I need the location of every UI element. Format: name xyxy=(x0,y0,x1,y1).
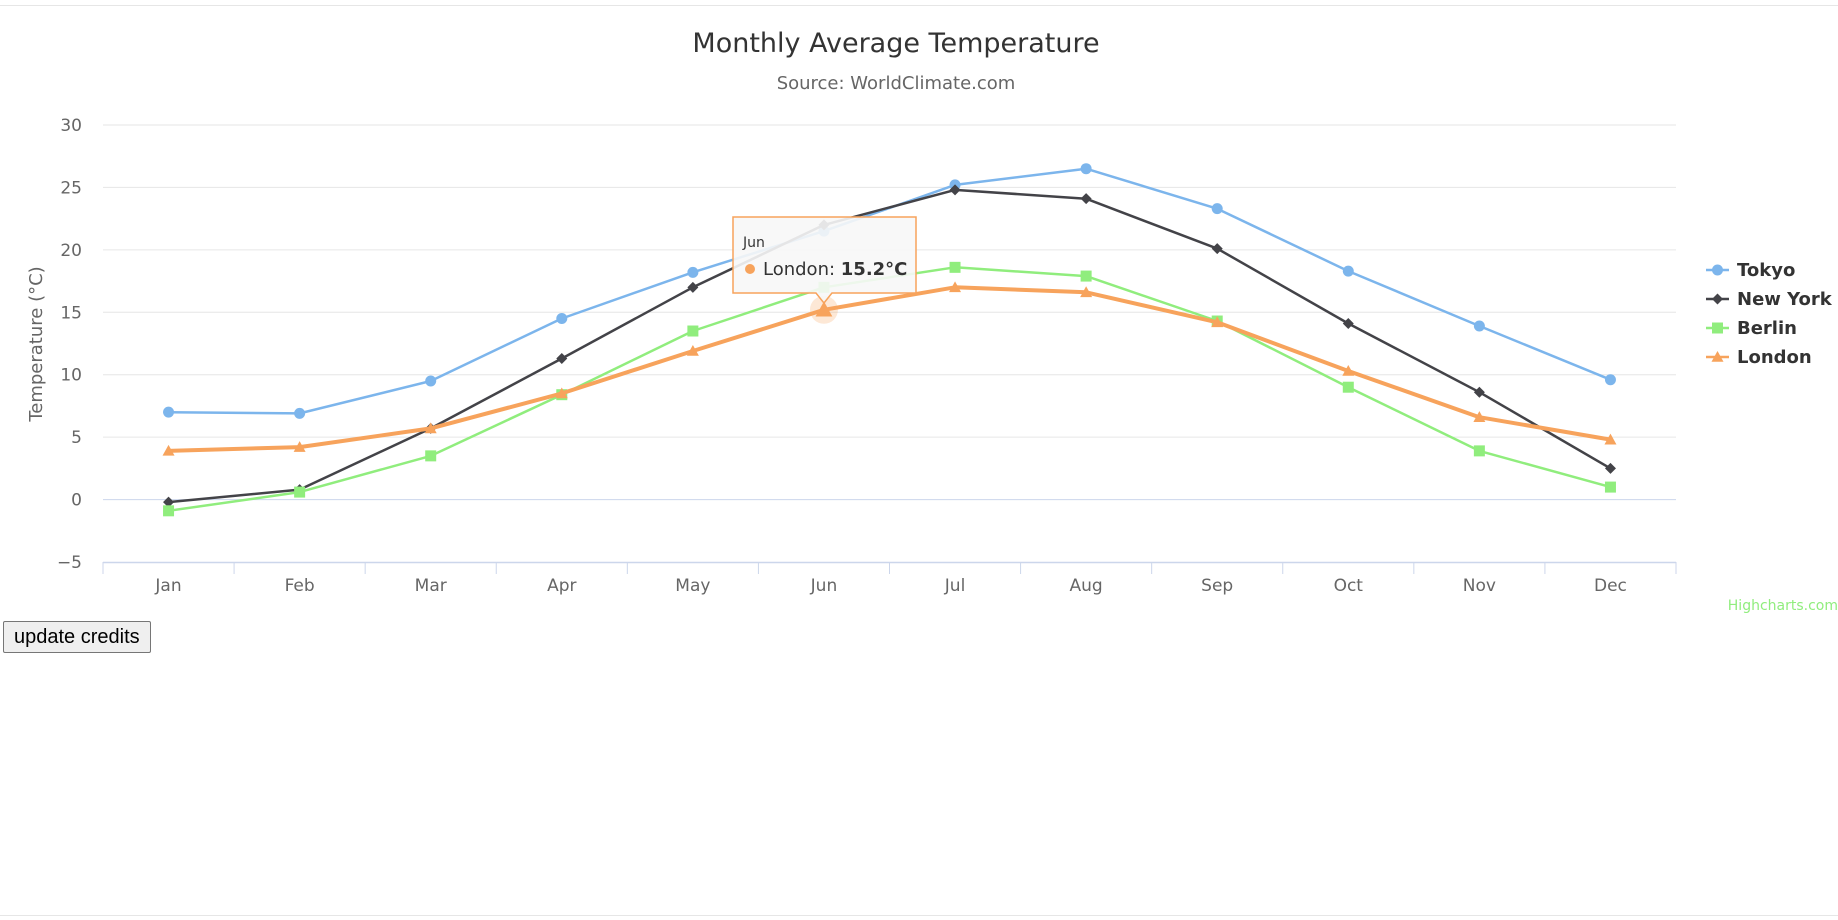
y-tick-label: 0 xyxy=(71,491,82,511)
x-tick-label: Sep xyxy=(1201,576,1233,596)
data-point-london xyxy=(1473,411,1486,422)
data-point-london xyxy=(424,422,437,434)
tooltip-marker xyxy=(745,264,755,274)
tooltip: Jun London: 15.2°C xyxy=(732,216,917,305)
x-tick-label: Nov xyxy=(1463,576,1496,596)
legend-symbol-berlin xyxy=(1712,322,1723,334)
data-point-berlin xyxy=(1080,270,1092,282)
data-point-london xyxy=(1604,433,1617,445)
legend-label-new-york: New York xyxy=(1737,289,1833,310)
y-tick-label: 20 xyxy=(60,241,82,261)
data-point-tokyo xyxy=(556,313,568,325)
data-point-berlin xyxy=(1604,481,1616,493)
y-tick-label: 10 xyxy=(60,366,82,386)
legend-label-tokyo: Tokyo xyxy=(1737,260,1795,281)
series-line-london xyxy=(168,285,1611,453)
legend-label-london: London xyxy=(1737,347,1812,368)
series-line-new-york xyxy=(168,188,1612,504)
line-chart[interactable]: −5 0 5 10 15 20 25 30 Jan Feb Mar Apr May Jun Jul Aug Se… xyxy=(0,6,1838,621)
y-tick-label: 15 xyxy=(60,303,82,323)
top-rule xyxy=(0,5,1838,6)
y-tick-label: 25 xyxy=(60,178,82,198)
tooltip-category: Jun xyxy=(742,235,765,251)
chart-subtitle: Source: WorldClimate.com xyxy=(777,73,1016,94)
data-point-tokyo xyxy=(1211,203,1223,215)
y-tick-label: −5 xyxy=(57,553,82,573)
data-point-london xyxy=(1342,364,1355,376)
data-point-london xyxy=(293,441,306,452)
credits-link[interactable]: Highcharts.com xyxy=(1727,598,1838,614)
tooltip-frame xyxy=(732,216,917,305)
data-point-berlin xyxy=(949,261,961,273)
data-point-new-york xyxy=(163,496,175,508)
data-point-new-york xyxy=(1342,318,1354,330)
x-tick-label: Aug xyxy=(1070,576,1103,596)
legend-symbol-tokyo xyxy=(1712,264,1723,276)
legend-symbol-new-york xyxy=(1712,293,1723,305)
data-point-tokyo xyxy=(1080,163,1092,175)
data-point-berlin xyxy=(294,486,306,498)
y-tick-label: 30 xyxy=(60,116,82,136)
data-point-tokyo xyxy=(163,406,175,418)
data-point-london xyxy=(1211,316,1224,328)
data-point-tokyo xyxy=(425,375,437,387)
legend-label-berlin: Berlin xyxy=(1737,318,1797,339)
data-point-new-york xyxy=(556,352,568,364)
legend-item-berlin[interactable]: Berlin xyxy=(1706,318,1797,339)
data-point-new-york xyxy=(1604,462,1616,474)
data-point-london xyxy=(1080,286,1093,298)
grid-layer xyxy=(103,124,1676,501)
x-tick-label: Feb xyxy=(285,576,315,596)
legend-item-london[interactable]: London xyxy=(1706,347,1812,368)
data-point-london xyxy=(555,387,568,399)
chart-container[interactable]: −5 0 5 10 15 20 25 30 Jan Feb Mar Apr May Jun Jul Aug Se… xyxy=(0,6,1838,621)
update-credits-button[interactable]: update credits xyxy=(3,621,151,653)
tooltip-box: Jun London: 15.2°C xyxy=(732,216,917,305)
data-point-tokyo xyxy=(1342,265,1354,277)
data-point-berlin xyxy=(1342,381,1354,393)
data-point-new-york xyxy=(949,184,961,196)
chart-title: Monthly Average Temperature xyxy=(692,28,1099,59)
x-tick-label: Jul xyxy=(944,576,966,596)
x-tick-label: Apr xyxy=(547,576,576,596)
data-point-tokyo xyxy=(1473,320,1485,332)
data-point-london xyxy=(949,281,962,293)
x-tick-label: Dec xyxy=(1594,576,1627,596)
data-point-tokyo xyxy=(294,407,306,419)
x-tick-label: Oct xyxy=(1334,576,1364,596)
data-point-berlin xyxy=(425,450,437,462)
data-point-new-york xyxy=(687,281,699,293)
data-point-london xyxy=(162,444,175,456)
axis-layer: −5 0 5 10 15 20 25 30 Jan Feb Mar Apr May Jun Jul Aug Se… xyxy=(57,116,1677,596)
data-point-new-york xyxy=(1473,386,1485,398)
data-point-new-york xyxy=(1211,243,1223,255)
series-london xyxy=(162,281,1617,456)
legend[interactable]: Tokyo New York Berlin London xyxy=(1706,260,1833,368)
legend-item-tokyo[interactable]: Tokyo xyxy=(1706,260,1795,281)
x-tick-label: May xyxy=(675,576,710,596)
x-tick-label: Jan xyxy=(154,576,181,596)
hover-point xyxy=(815,301,833,317)
legend-item-new-york[interactable]: New York xyxy=(1706,289,1833,310)
y-axis-title: Temperature (°C) xyxy=(26,266,47,422)
data-point-berlin xyxy=(163,505,175,517)
data-point-berlin xyxy=(1473,445,1485,457)
data-point-tokyo xyxy=(687,266,699,278)
data-point-tokyo xyxy=(1604,374,1616,386)
data-point-london xyxy=(686,344,699,356)
data-point-berlin xyxy=(687,325,699,337)
x-tick-label: Mar xyxy=(415,576,447,596)
y-tick-label: 5 xyxy=(71,428,82,448)
data-point-new-york xyxy=(1080,193,1092,205)
legend-symbol-london xyxy=(1711,351,1724,362)
x-tick-label: Jun xyxy=(810,576,838,596)
bottom-rule xyxy=(0,915,1838,916)
tooltip-value: 15.2°C xyxy=(841,259,908,280)
tooltip-label: London: 15.2°C xyxy=(763,259,907,280)
series-layer xyxy=(162,163,1617,517)
